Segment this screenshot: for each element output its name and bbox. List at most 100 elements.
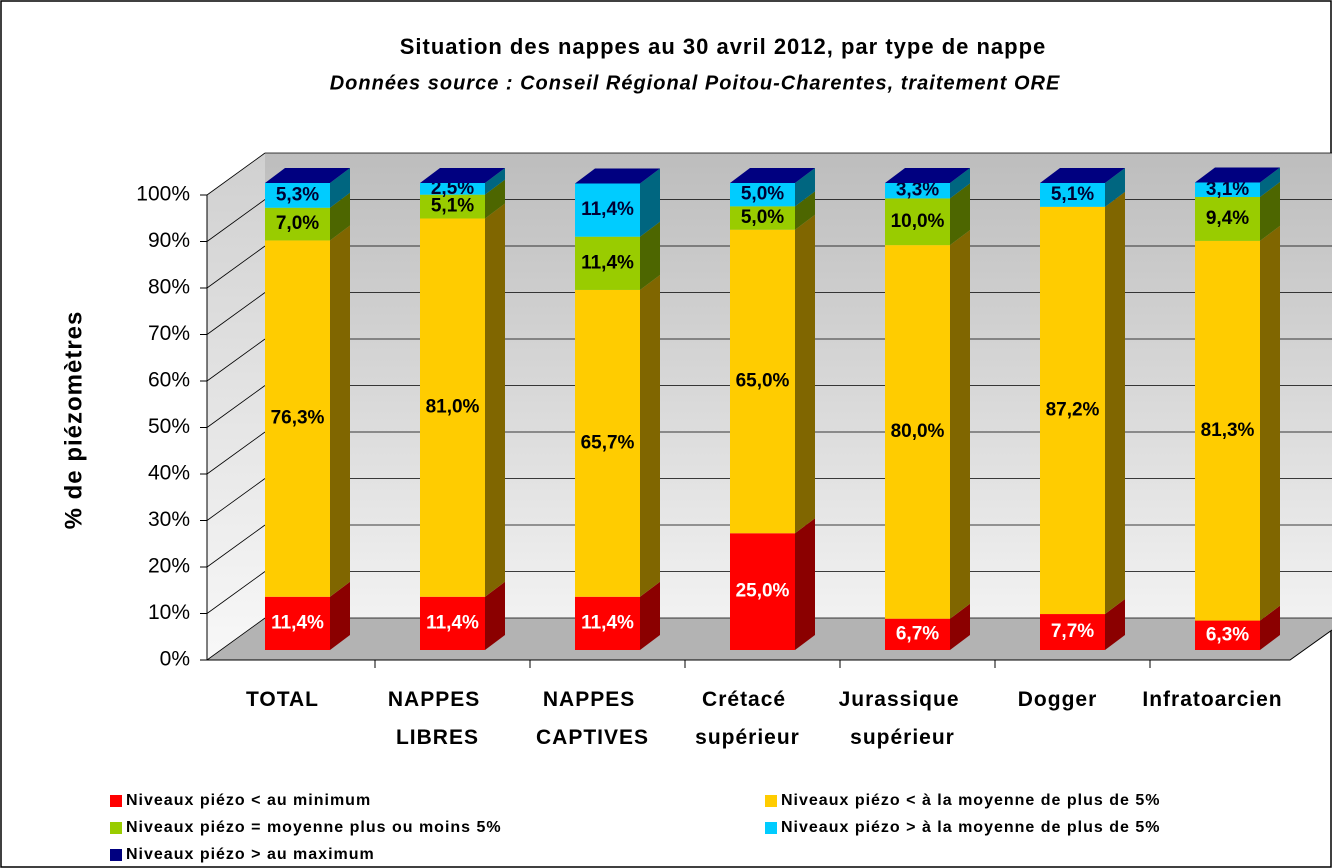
bar-segment <box>730 206 795 230</box>
data-label: 10,0% <box>891 211 945 232</box>
bar-side <box>795 214 815 534</box>
y-tick-label: 40% <box>148 462 190 485</box>
bar-segment <box>575 183 640 237</box>
data-label: 7,7% <box>1051 621 1094 642</box>
data-label: 2,5% <box>431 178 474 199</box>
bar-segment <box>1195 240 1260 621</box>
bar-side <box>485 179 505 219</box>
legend-swatch <box>765 822 777 834</box>
data-label: 6,3% <box>1206 624 1249 645</box>
bar-side <box>485 203 505 597</box>
y-tick-label: 10% <box>148 601 190 624</box>
bar-side <box>640 221 660 290</box>
bar-side <box>795 191 815 230</box>
data-label: 11,4% <box>581 612 634 633</box>
data-label: 5,0% <box>741 184 784 205</box>
bar-side <box>330 192 350 241</box>
grid-line <box>206 571 266 614</box>
bar-top <box>420 168 505 183</box>
data-label: 11,4% <box>581 252 634 273</box>
bar-segment <box>265 183 330 208</box>
y-tick-label: 20% <box>148 555 190 578</box>
bar-side <box>950 603 970 650</box>
bar-side <box>1260 167 1280 198</box>
bar-side <box>330 168 350 208</box>
floor-edge <box>207 629 1332 661</box>
data-label: 76,3% <box>271 408 325 429</box>
data-label: 5,1% <box>1051 184 1094 205</box>
bar-segment <box>1195 620 1260 650</box>
data-label: 81,0% <box>426 397 480 418</box>
bar-top <box>1195 167 1280 183</box>
legend-swatch <box>110 795 122 807</box>
grid-line <box>206 617 266 661</box>
bar-segment <box>885 618 950 650</box>
bar-side <box>795 518 815 650</box>
bar-segment <box>885 198 950 246</box>
chart-title: Situation des nappes au 30 avril 2012, p… <box>400 34 1047 59</box>
legend-label: Niveaux piézo > à la moyenne de plus de … <box>781 819 1160 836</box>
data-label: 25,0% <box>736 581 790 602</box>
data-label: 11,4% <box>271 612 324 633</box>
grid-line <box>206 385 266 428</box>
bar-segment <box>265 240 330 597</box>
data-label: 5,3% <box>276 184 319 205</box>
x-tick-label: NAPPES CAPTIVES <box>536 688 649 749</box>
legend-label: Niveaux piézo < au minimum <box>126 792 371 809</box>
data-label: 81,3% <box>1201 420 1255 441</box>
legend-swatch <box>110 849 122 861</box>
bar-side <box>485 581 505 650</box>
bar-segment <box>265 596 330 650</box>
data-label: 9,4% <box>1206 208 1249 229</box>
y-tick-label: 70% <box>148 322 190 345</box>
y-tick-label: 30% <box>148 508 190 531</box>
data-label: 11,4% <box>426 612 479 633</box>
grid-line <box>206 245 266 289</box>
bar-segment <box>730 229 795 534</box>
bar-segment <box>575 289 640 597</box>
bar-side <box>640 274 660 597</box>
y-tick-label: 90% <box>148 229 190 252</box>
bar-segment <box>730 183 795 207</box>
chart-subtitle: Données source : Conseil Régional Poitou… <box>330 72 1061 94</box>
bar-side <box>1260 225 1280 621</box>
legend-swatch <box>765 795 777 807</box>
bar-segment <box>885 245 950 619</box>
bar-segment <box>730 533 795 650</box>
bar-side <box>1105 191 1125 615</box>
data-label: 3,3% <box>896 180 939 201</box>
bar-top <box>575 168 660 184</box>
grid-line <box>206 524 266 568</box>
data-label: 65,0% <box>736 370 790 391</box>
bar-side <box>950 230 970 619</box>
grid-line <box>206 478 266 521</box>
y-tick-label: 60% <box>148 369 190 392</box>
bar-segment <box>420 596 485 650</box>
bar-side <box>950 183 970 246</box>
bar-top <box>730 168 815 183</box>
data-label: 80,0% <box>891 421 945 442</box>
bar-side <box>1260 182 1280 241</box>
bar-segment <box>1195 182 1260 198</box>
x-tick-label: Infratoarcien <box>1142 688 1282 711</box>
grid-line <box>206 431 266 475</box>
bar-segment <box>1040 206 1105 615</box>
bar-side <box>640 168 660 237</box>
grid-line <box>206 338 266 382</box>
bar-segment <box>265 207 330 241</box>
data-label: 11,4% <box>581 199 634 220</box>
x-tick-label: Jurassique supérieur <box>839 688 967 749</box>
bar-top <box>1040 168 1125 183</box>
bar-side <box>485 168 505 195</box>
data-label: 6,7% <box>896 623 939 644</box>
y-tick-label: 50% <box>148 415 190 438</box>
grid-line <box>206 292 266 335</box>
bar-segment <box>420 194 485 219</box>
data-label: 65,7% <box>581 432 635 453</box>
bar-segment <box>575 236 640 290</box>
bar-segment <box>1195 197 1260 241</box>
data-label: 5,1% <box>431 196 474 217</box>
bar-side <box>795 168 815 207</box>
bar-side <box>950 168 970 199</box>
